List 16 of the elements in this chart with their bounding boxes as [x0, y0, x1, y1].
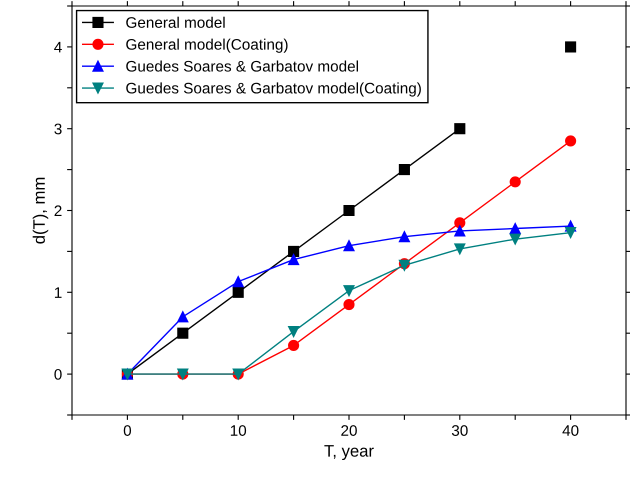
x-axis-title: T, year	[324, 445, 374, 460]
x-tick-label: 20	[341, 425, 357, 436]
legend-label: General model	[126, 16, 225, 28]
y-axis-title: d(T), mm	[32, 178, 48, 244]
x-tick-label: 30	[452, 425, 468, 436]
y-tick-label: 1	[54, 287, 62, 298]
x-tick-label: 10	[230, 425, 246, 436]
y-tick-label: 0	[54, 368, 62, 380]
legend-label: Guedes Soares & Garbatov model	[126, 60, 358, 72]
y-tick-label: 3	[54, 124, 62, 134]
x-tick-label: 0	[124, 425, 132, 436]
x-tick-label: 40	[562, 425, 578, 436]
y-tick-label: 4	[54, 42, 62, 52]
legend-label: General model(Coating)	[126, 38, 288, 53]
y-tick-label: 2	[54, 205, 62, 216]
legend-label: Guedes Soares & Garbatov model(Coating)	[126, 82, 421, 97]
